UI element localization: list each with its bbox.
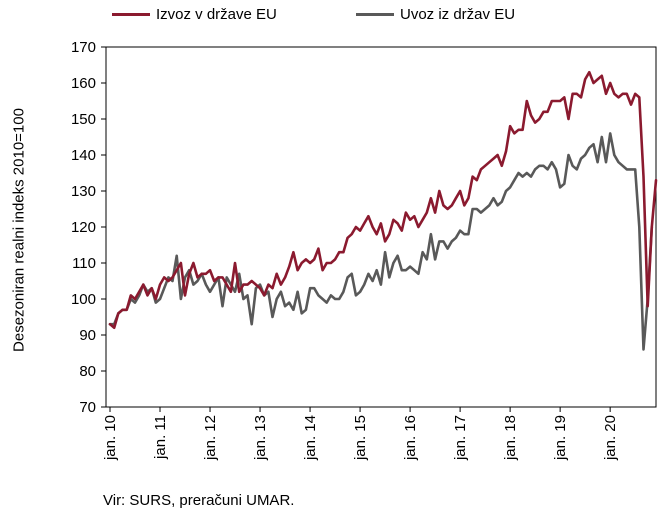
y-tick-label: 160 (71, 75, 96, 92)
y-tick-label: 90 (79, 327, 96, 344)
x-tick-label: jan. 12 (202, 415, 219, 461)
x-tick-label: jan. 16 (402, 415, 419, 461)
x-tick-label: jan. 18 (502, 415, 519, 461)
x-tick-label: jan. 11 (152, 415, 169, 460)
legend-swatch-import (356, 13, 394, 16)
x-tick-label: jan. 14 (302, 415, 319, 461)
y-axis-label: Desezoniran realni indeks 2010=100 (10, 108, 28, 352)
x-tick-label: jan. 19 (552, 415, 569, 461)
y-tick-label: 130 (71, 183, 96, 200)
x-tick-label: jan. 10 (102, 415, 119, 461)
x-tick-label: jan. 13 (252, 415, 269, 461)
y-tick-label: 150 (71, 111, 96, 128)
y-tick-label: 170 (71, 39, 96, 56)
series-line-import (108, 132, 654, 351)
source-note: Vir: SURS, preračuni UMAR. (103, 492, 295, 509)
legend-swatch-export (112, 13, 150, 16)
legend-label-export: Izvoz v države EU (156, 6, 277, 23)
y-tick-label: 80 (79, 363, 96, 380)
legend-label-import: Uvoz iz držav EU (400, 6, 516, 23)
series-line-export (108, 70, 658, 330)
y-tick-label: 100 (71, 291, 96, 308)
y-tick-label: 70 (79, 399, 96, 416)
y-tick-label: 110 (72, 255, 96, 272)
legend-item-export: Izvoz v države EU (112, 6, 277, 23)
x-tick-label: jan. 20 (602, 415, 619, 461)
legend-item-import: Uvoz iz držav EU (356, 6, 515, 23)
x-tick-label: jan. 17 (452, 415, 469, 461)
y-tick-label: 120 (71, 219, 96, 236)
y-tick-label: 140 (71, 147, 96, 164)
x-tick-label: jan. 15 (352, 415, 369, 461)
